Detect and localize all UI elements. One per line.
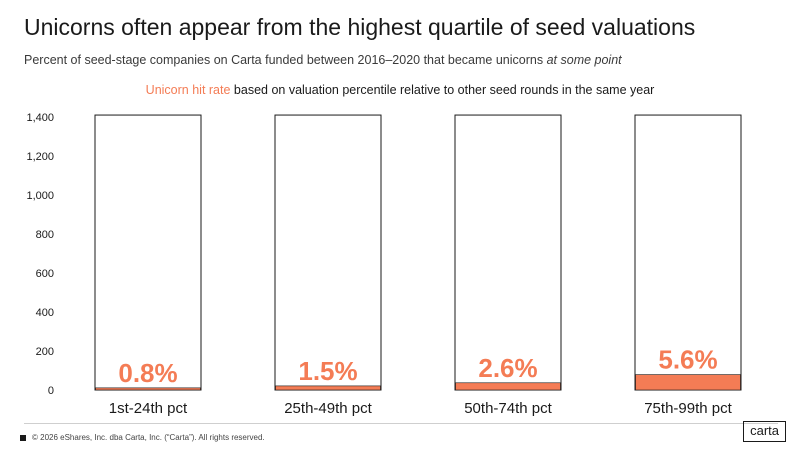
bar-chart: 0 200 400 600 800 1,000 1,200 1,400 0.8% 1st-24th…	[26, 112, 742, 417]
subtitle-emphasis: at some point	[546, 53, 622, 67]
data-label: 2.6%	[478, 353, 537, 383]
y-tick-label: 600	[36, 268, 54, 280]
legend: Unicorn hit rate based on valuation perc…	[0, 83, 800, 97]
x-tick-label: 25th-49th pct	[284, 400, 372, 417]
y-tick-label: 400	[36, 307, 54, 319]
carta-logo: carta	[743, 421, 786, 442]
y-tick-label: 1,000	[26, 190, 54, 202]
bar-unicorn	[455, 382, 561, 391]
bar-unicorn	[275, 385, 381, 391]
y-tick-label: 1,200	[26, 151, 54, 163]
y-tick-label: 200	[36, 346, 54, 358]
bar-total	[454, 114, 562, 391]
bar-unicorn	[635, 374, 741, 391]
bar-unicorn	[95, 387, 201, 391]
footer-square-icon	[20, 434, 26, 441]
y-tick-label: 800	[36, 229, 54, 241]
bottom-rule	[24, 423, 778, 424]
bar-total	[94, 114, 202, 391]
copyright-text: © 2026 eShares, Inc. dba Carta, Inc. (“C…	[32, 433, 265, 442]
x-tick-label: 1st-24th pct	[109, 400, 188, 417]
bar-total	[274, 114, 382, 391]
data-label: 0.8%	[118, 358, 177, 388]
chart-subtitle: Percent of seed-stage companies on Carta…	[24, 53, 622, 67]
x-tick-label: 75th-99th pct	[644, 400, 732, 417]
legend-description: based on valuation percentile relative t…	[233, 83, 655, 97]
data-label: 5.6%	[658, 345, 717, 375]
legend-accent-label: Unicorn hit rate	[145, 83, 231, 97]
y-tick-label: 0	[48, 385, 54, 397]
bar-total	[634, 114, 742, 391]
chart-title: Unicorns often appear from the highest q…	[24, 14, 696, 40]
subtitle-main: Percent of seed-stage companies on Carta…	[24, 53, 544, 67]
footer: © 2026 eShares, Inc. dba Carta, Inc. (“C…	[20, 433, 265, 442]
x-tick-label: 50th-74th pct	[464, 400, 552, 417]
data-label: 1.5%	[298, 356, 357, 386]
y-tick-label: 1,400	[26, 112, 54, 124]
